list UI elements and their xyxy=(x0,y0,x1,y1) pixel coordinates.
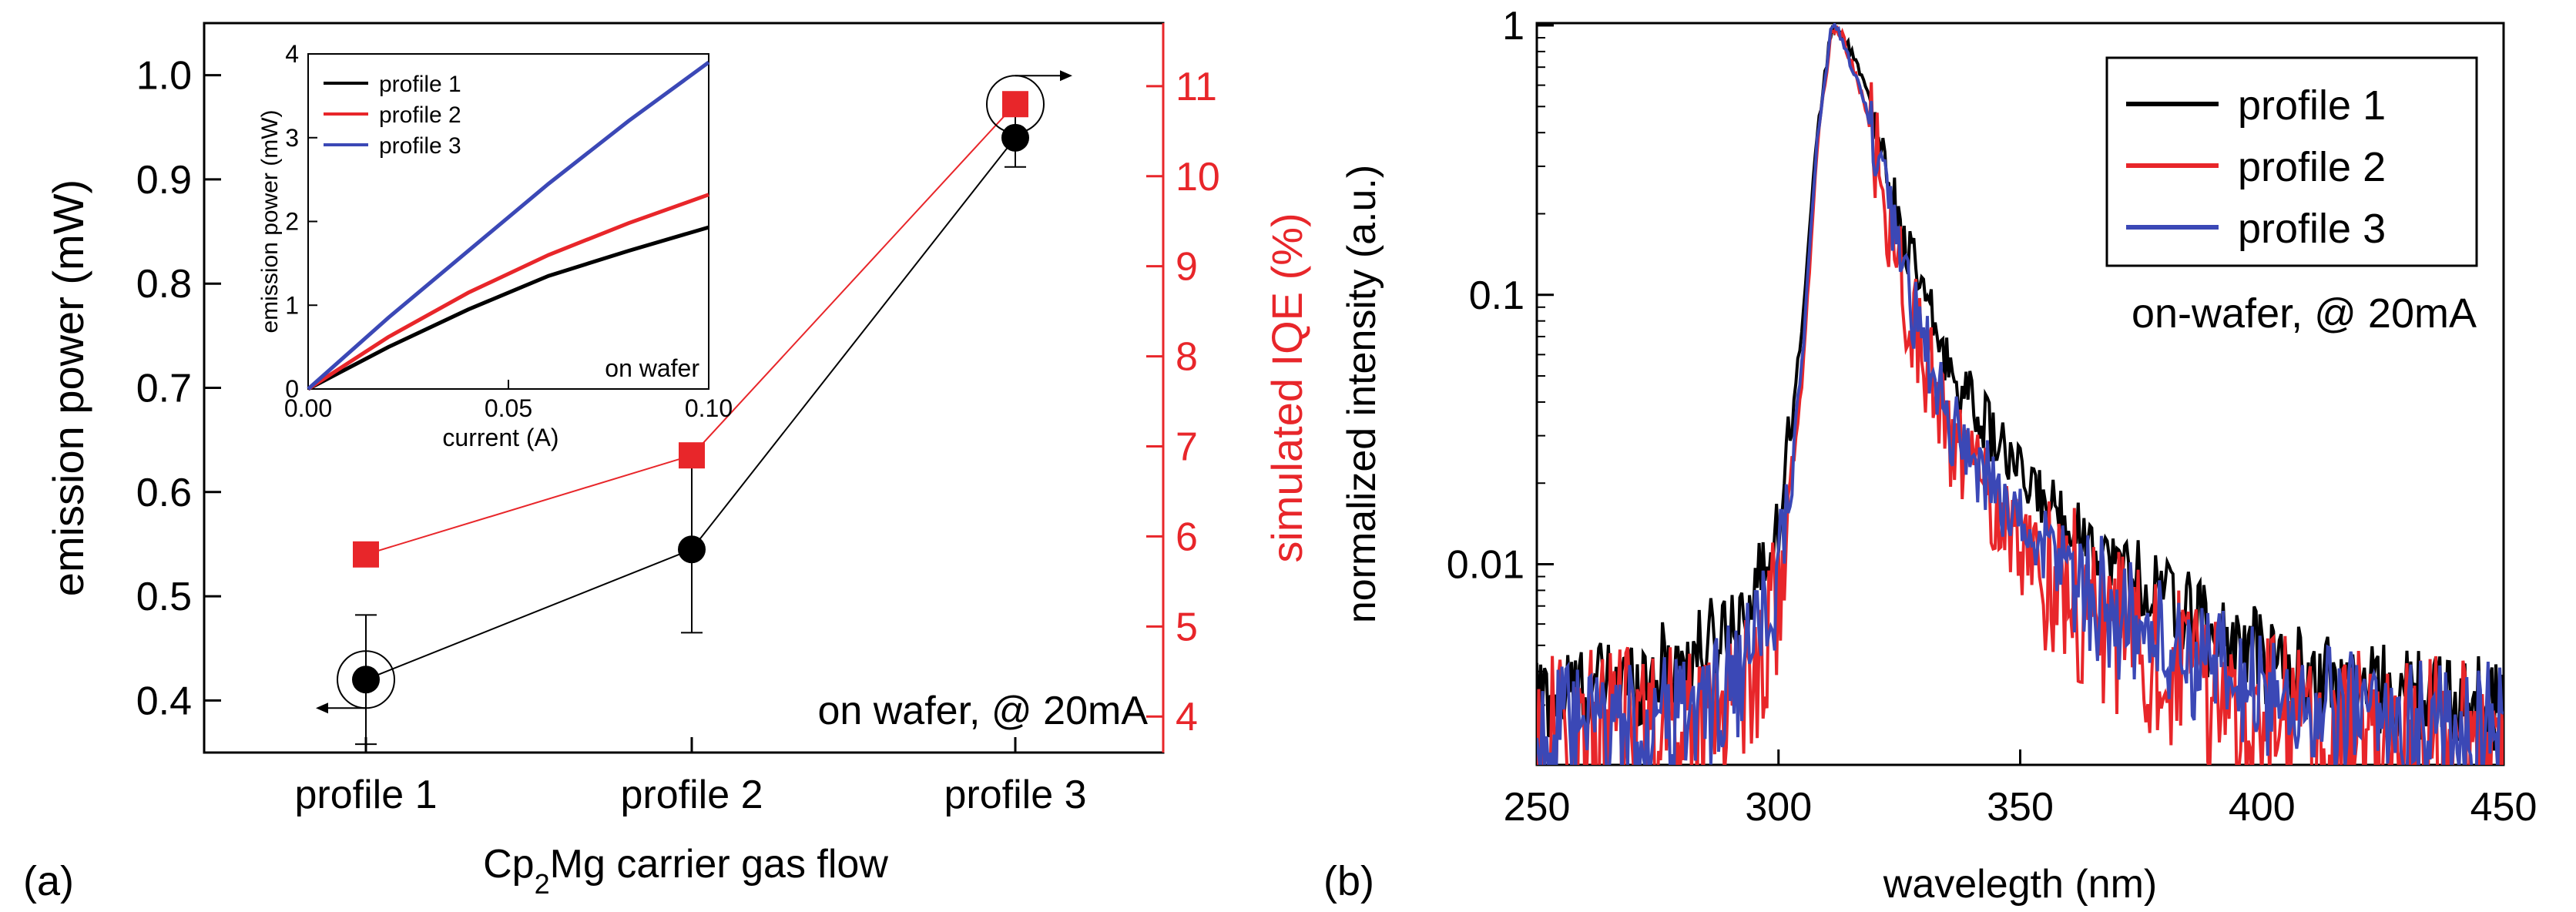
y2-tick-label: 8 xyxy=(1176,335,1198,380)
y-tick-label: 0.5 xyxy=(136,575,192,619)
y-tick-label: 0.4 xyxy=(136,679,192,723)
panel-a-label: (a) xyxy=(23,858,74,904)
inset-legend-label: profile 3 xyxy=(379,133,461,159)
y-tick-label-b: 0.1 xyxy=(1469,273,1524,318)
left-arrow-head xyxy=(316,702,328,714)
y2-tick-label: 10 xyxy=(1176,155,1220,200)
inset-x-axis-label: current (A) xyxy=(442,424,558,451)
inset-y-axis-label: emission power (mW) xyxy=(257,109,283,333)
iqe-point xyxy=(353,541,379,568)
right-arrow-head xyxy=(1060,70,1072,82)
inset-series-line xyxy=(307,225,709,391)
inset-legend-label: profile 2 xyxy=(379,102,461,128)
inset-y-tick-label: 0 xyxy=(285,375,299,403)
x-tick-label: profile 1 xyxy=(295,773,438,817)
power-point xyxy=(678,535,706,564)
y-axis-label-b: normalized intensity (a.u.) xyxy=(1340,165,1384,623)
inset-x-tick-label: 0.10 xyxy=(685,394,733,422)
y-tick-label-b: 0.01 xyxy=(1447,543,1524,588)
y-tick-label: 0.9 xyxy=(136,158,192,203)
y-tick-label: 0.6 xyxy=(136,471,192,515)
legend-label-b: profile 3 xyxy=(2238,206,2386,252)
inset-x-tick-label: 0.00 xyxy=(284,394,332,422)
inset-legend-label: profile 1 xyxy=(379,72,461,97)
inset-y-tick-label: 3 xyxy=(285,124,299,152)
x-tick-label-b: 350 xyxy=(1987,785,2054,830)
inset-annotation: on wafer xyxy=(605,354,699,382)
y2-tick-label: 9 xyxy=(1176,245,1198,290)
y-tick-label: 0.7 xyxy=(136,367,192,411)
legend-label-b: profile 2 xyxy=(2238,144,2386,190)
spectrum-line xyxy=(1537,23,2504,765)
x-tick-label: profile 3 xyxy=(944,773,1087,817)
annotation-b: on-wafer, @ 20mA xyxy=(2132,290,2477,337)
iqe-point xyxy=(1002,91,1028,118)
x-tick-label-b: 250 xyxy=(1504,785,1571,830)
legend-box-b xyxy=(2105,56,2478,267)
inset-series-line xyxy=(307,193,709,391)
inset-y-tick-label: 2 xyxy=(285,208,299,236)
x-tick-label-b: 300 xyxy=(1745,785,1812,830)
y-tick-label: 1.0 xyxy=(136,54,192,99)
y-tick-label-b: 1 xyxy=(1502,4,1524,49)
y2-tick-label: 7 xyxy=(1176,424,1198,469)
panel-b-chart: 250 300 350 400 450 0.01 0.1 1 wavelegth (nm) nor… xyxy=(1323,4,2537,907)
power-point xyxy=(1001,123,1029,152)
y-tick-label: 0.8 xyxy=(136,262,192,307)
annotation: on wafer, @ 20mA xyxy=(817,689,1148,733)
inset-y-tick-label: 1 xyxy=(285,291,299,319)
inset-y-tick-label: 4 xyxy=(285,40,299,68)
x-axis-label: Cp2Mg carrier gas flow xyxy=(483,842,888,900)
x-axis-label-b: wavelegth (nm) xyxy=(1883,862,2157,907)
panel-b-label: (b) xyxy=(1323,858,1374,904)
power-point xyxy=(352,666,380,694)
panel-a-inset-chart: 0 1 2 3 4 0.00 0.05 0.10 current (A) emission pow… xyxy=(257,40,733,451)
y2-tick-label: 6 xyxy=(1176,515,1198,559)
x-tick-label-b: 450 xyxy=(2470,785,2537,830)
y2-tick-label: 5 xyxy=(1176,605,1198,649)
x-tick-label-b: 400 xyxy=(2229,785,2296,830)
legend-label-b: profile 1 xyxy=(2238,82,2386,129)
x-tick-label: profile 2 xyxy=(621,773,763,817)
iqe-point xyxy=(679,442,705,469)
inset-x-tick-label: 0.05 xyxy=(485,394,532,422)
y2-tick-label: 11 xyxy=(1176,65,1217,109)
y2-axis-label: simulated IQE (%) xyxy=(1263,213,1311,562)
y-axis-label: emission power (mW) xyxy=(44,179,92,596)
y2-tick-label: 4 xyxy=(1176,695,1198,739)
inset-series-line xyxy=(307,60,710,391)
